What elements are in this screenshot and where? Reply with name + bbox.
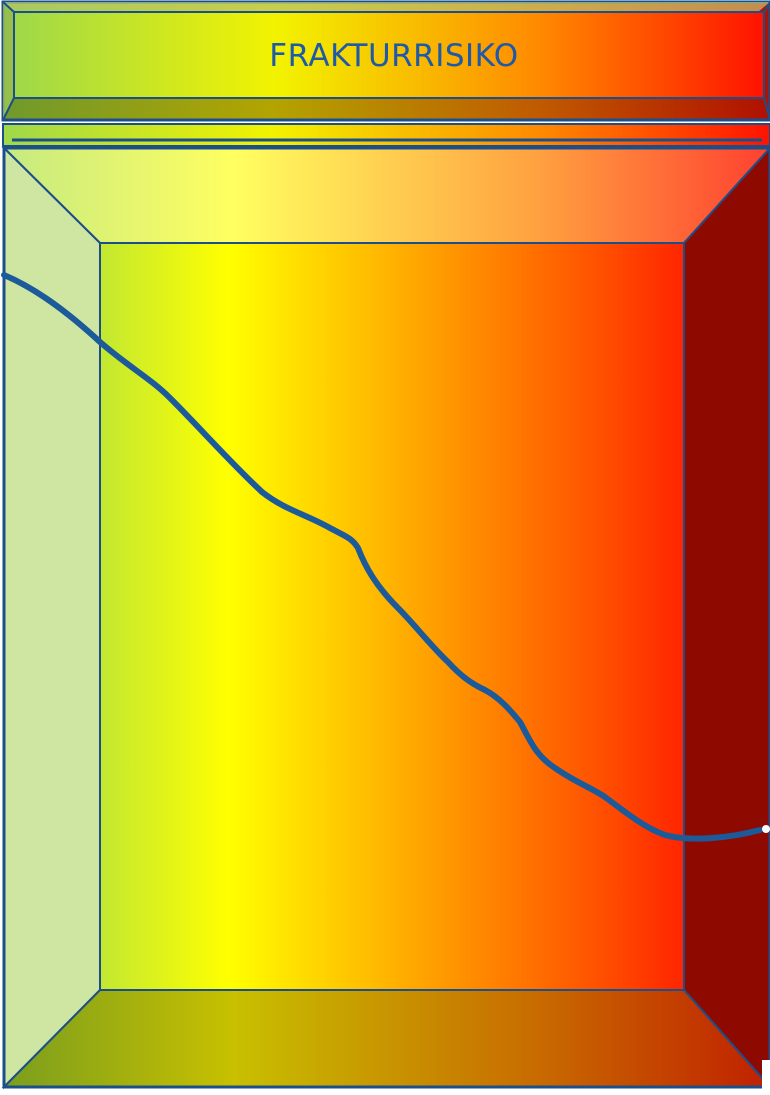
box-front-face (99, 242, 685, 991)
box-top-bevel (1, 147, 770, 244)
risk-curve (1, 272, 763, 842)
risk-gradient-box (1, 145, 770, 1095)
box-right-bevel (683, 146, 770, 1089)
title-strip (2, 123, 770, 147)
box-bottom-bevel (1, 989, 770, 1088)
curve-end-marker (762, 825, 770, 833)
title-banner: FRAKTURRISIKO (1, 0, 770, 122)
box-left-bevel (3, 145, 101, 1090)
diagram-title: FRAKTURRISIKO (269, 38, 518, 74)
